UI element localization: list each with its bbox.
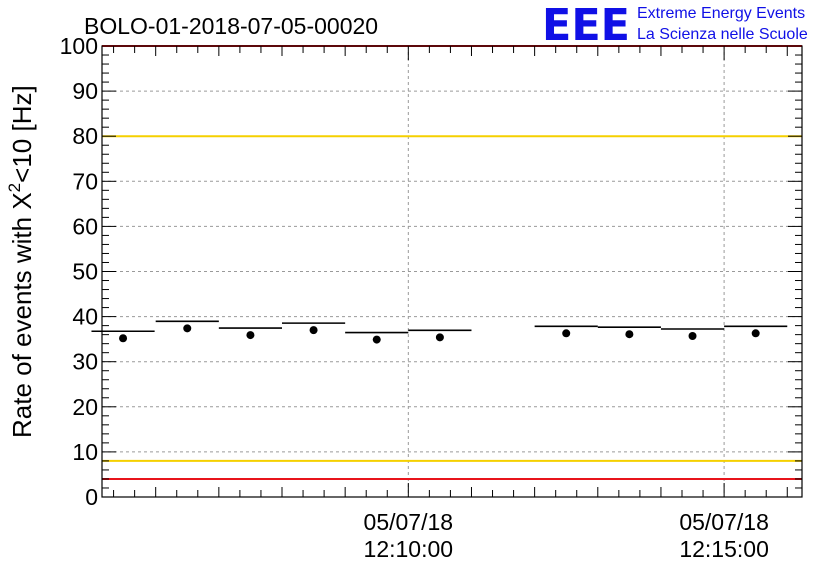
eee-logo: EEE Extreme Energy Events La Scienza nel… — [542, 0, 808, 51]
data-point — [309, 326, 318, 335]
data-point — [562, 329, 571, 338]
data-point — [372, 335, 381, 344]
y-tick-label: 80 — [72, 123, 98, 149]
y-tick-label: 20 — [72, 394, 98, 420]
logo-line-1: Extreme Energy Events — [637, 5, 805, 22]
data-point — [435, 333, 444, 342]
y-tick-label: 90 — [72, 78, 98, 104]
x-tick-label-time: 12:15:00 — [679, 536, 769, 562]
logo-line-2: La Scienza nelle Scuole — [637, 26, 808, 43]
eee-logo-mark: EEE — [542, 0, 630, 51]
data-point — [183, 324, 192, 333]
data-point — [625, 330, 634, 339]
y-tick-label: 100 — [60, 33, 98, 59]
data-point — [119, 334, 128, 343]
y-tick-labels: 0 10 20 30 40 50 60 70 80 90 100 — [60, 33, 98, 510]
chart-title: BOLO-01-2018-07-05-00020 — [84, 13, 378, 39]
y-tick-label: 10 — [72, 439, 98, 465]
x-tick-label-date: 05/07/18 — [679, 509, 769, 535]
y-tick-label: 0 — [85, 484, 98, 510]
data-point — [246, 331, 255, 340]
y-tick-label: 50 — [72, 259, 98, 285]
y-tick-label: 70 — [72, 168, 98, 194]
data-point — [751, 329, 760, 338]
data-series — [91, 320, 788, 344]
x-tick-label-date: 05/07/18 — [364, 509, 454, 535]
x-tick-label-time: 12:10:00 — [364, 536, 454, 562]
y-tick-label: 40 — [72, 304, 98, 330]
grid — [102, 46, 802, 497]
y-tick-label: 30 — [72, 349, 98, 375]
reference-lines — [102, 45, 802, 480]
y-tick-label: 60 — [72, 213, 98, 239]
y-axis-label: Rate of events with X2<10 [Hz] — [5, 85, 37, 438]
data-point — [688, 331, 697, 340]
axis-ticks — [102, 45, 802, 498]
